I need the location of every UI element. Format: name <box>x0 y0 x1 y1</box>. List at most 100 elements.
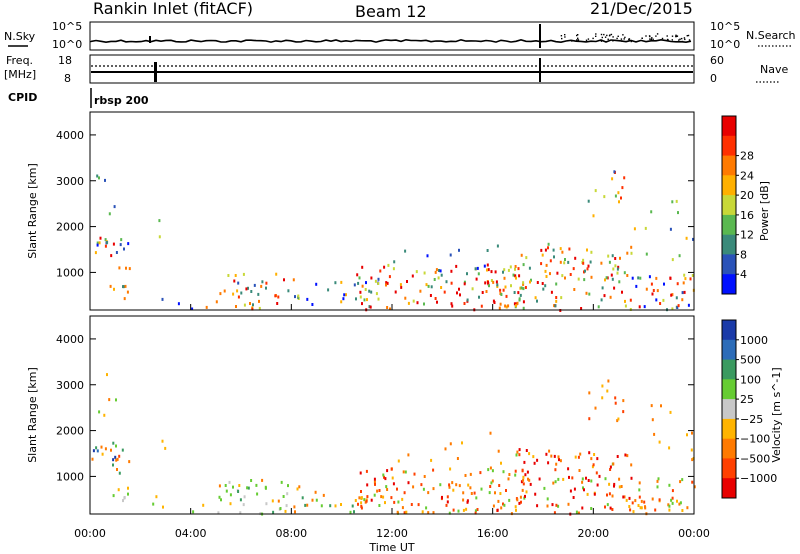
echo-cell <box>628 505 631 508</box>
echo-cell <box>613 286 616 290</box>
echo-cell <box>606 493 608 497</box>
echo-cell <box>505 489 507 492</box>
echo-cell <box>444 447 447 451</box>
echo-cell <box>365 469 368 473</box>
echo-cell <box>229 493 232 497</box>
nsearch-point <box>577 39 580 41</box>
y-tick-label: 4000 <box>56 129 84 142</box>
colorbar-tick-label: 100 <box>740 373 761 386</box>
echo-cell <box>353 283 356 287</box>
echo-cell <box>594 189 597 193</box>
echo-cell <box>385 485 388 489</box>
colorbar-segment <box>722 195 736 216</box>
echo-cell <box>558 458 560 462</box>
echo-cell <box>378 504 381 507</box>
echo-cell <box>598 474 601 478</box>
echo-cell <box>520 480 523 484</box>
echo-cell <box>550 290 553 294</box>
echo-cell <box>522 300 525 304</box>
echo-cell <box>152 502 155 506</box>
colorbar-tick-label: −25 <box>740 413 763 426</box>
echo-cell <box>251 307 254 311</box>
echo-cell <box>474 511 477 515</box>
echo-cell <box>293 505 296 509</box>
echo-cell <box>611 508 614 511</box>
nsearch-point <box>561 37 563 40</box>
echo-cell <box>368 305 371 309</box>
echo-cell <box>446 500 449 504</box>
echo-cell <box>455 483 458 487</box>
beam-title: Beam 12 <box>355 2 427 21</box>
echo-cell <box>683 290 686 294</box>
echo-cell <box>458 484 461 488</box>
colorbar-segment <box>722 379 736 400</box>
echo-cell <box>202 503 205 507</box>
echo-cell <box>122 499 124 503</box>
echo-cell <box>499 288 502 292</box>
echo-cell <box>618 485 621 489</box>
echo-cell <box>605 276 608 280</box>
echo-cell <box>363 298 366 302</box>
echo-cell <box>91 457 94 461</box>
nsearch-point <box>666 35 668 37</box>
echo-cell <box>376 489 379 493</box>
echo-cell <box>370 498 373 502</box>
echo-cell <box>373 477 376 481</box>
echo-cell <box>218 495 221 499</box>
echo-cell <box>379 269 382 273</box>
echo-cell <box>463 282 466 286</box>
echo-cell <box>265 286 267 290</box>
echo-cell <box>110 254 113 258</box>
echo-cell <box>590 507 593 510</box>
echo-cell <box>243 495 246 499</box>
echo-cell <box>119 243 122 247</box>
echo-cell <box>592 463 595 467</box>
echo-cell <box>676 306 679 309</box>
echo-cell <box>463 280 466 284</box>
echo-cell <box>524 494 526 498</box>
echo-cell <box>499 302 502 306</box>
echo-cell <box>681 509 684 512</box>
echo-cell <box>556 271 559 275</box>
colorbar-segment <box>722 399 736 420</box>
echo-cell <box>528 266 531 270</box>
echo-cell <box>508 498 511 502</box>
echo-cell <box>470 492 473 495</box>
echo-cell <box>487 282 490 286</box>
echo-cell <box>117 488 120 492</box>
echo-cell <box>101 452 104 456</box>
echo-cell <box>553 511 556 515</box>
echo-cell <box>638 305 641 309</box>
cpid-value: rbsp 200 <box>94 94 149 107</box>
echo-cell <box>370 290 373 294</box>
echo-cell <box>109 284 112 288</box>
echo-cell <box>536 299 538 303</box>
echo-cell <box>603 294 606 298</box>
nsearch-point <box>604 36 607 38</box>
nsearch-axis-top: 10^5 <box>710 20 740 33</box>
echo-cell <box>603 195 606 199</box>
echo-cell <box>624 304 627 308</box>
nsearch-point <box>585 39 588 41</box>
echo-cell <box>123 247 125 251</box>
echo-cell <box>567 502 570 506</box>
echo-cell <box>448 485 451 489</box>
echo-cell <box>261 280 264 284</box>
freq-unit: [MHz] <box>4 68 36 81</box>
echo-cell <box>499 492 502 495</box>
nsearch-point <box>679 38 681 40</box>
station-title: Rankin Inlet (fitACF) <box>93 0 253 18</box>
colorbar-tick-label: 500 <box>740 354 761 367</box>
cpid-label: CPID <box>8 91 37 104</box>
echo-cell <box>491 469 494 473</box>
echo-cell <box>574 455 577 459</box>
echo-cell <box>536 458 539 462</box>
echo-cell <box>360 490 362 493</box>
echo-cell <box>514 274 517 278</box>
echo-cell <box>397 459 400 463</box>
echo-cell <box>610 273 613 277</box>
echo-cell <box>392 267 395 271</box>
echo-cell <box>590 457 593 461</box>
echo-cell <box>498 306 501 310</box>
echo-cell <box>520 286 523 290</box>
